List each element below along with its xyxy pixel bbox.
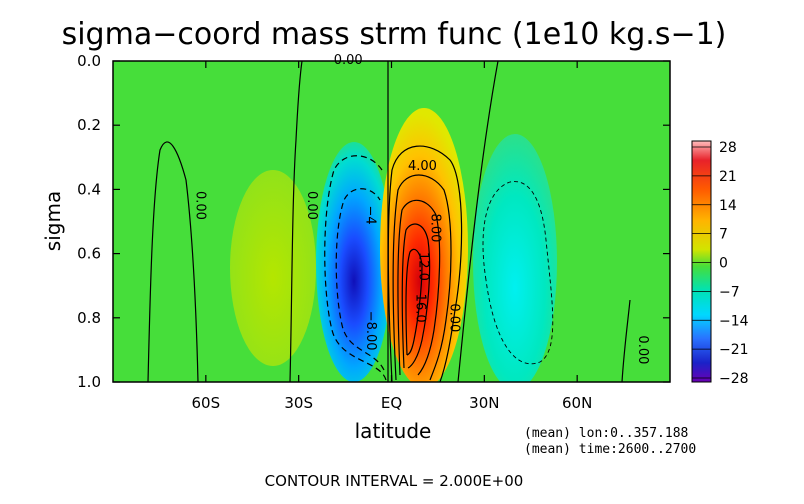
positive-contour-16 xyxy=(401,223,431,369)
contour-label: 12.0 xyxy=(415,252,430,281)
colorbar-tick-label: −14 xyxy=(719,313,749,329)
colorbar-tick-label: −28 xyxy=(719,371,749,387)
y-axis: 0.0 0.2 0.4 0.6 0.8 1.0 xyxy=(77,52,670,391)
contour-lines xyxy=(147,61,631,382)
colorbar-ticks: 28 21 14 7 0 −7 −14 −21 −28 xyxy=(692,140,749,387)
contour-label: −4 xyxy=(363,205,378,224)
x-tick-label: 30S xyxy=(284,394,313,412)
colorbar-tick-label: −7 xyxy=(719,284,740,300)
positive-contour-20 xyxy=(405,248,423,356)
colorbar-tick-label: 0 xyxy=(719,256,728,272)
contour-label: 0.00 xyxy=(193,191,208,220)
chart-title: sigma−coord mass strm func (1e10 kg.s−1) xyxy=(62,17,727,52)
zero-contour-midsouth xyxy=(289,61,303,382)
x-tick-label: 60S xyxy=(192,394,221,412)
contour-label: −8.00 xyxy=(363,311,378,351)
positive-contour-4 xyxy=(387,145,463,382)
contour-interval-footer: CONTOUR INTERVAL = 2.000E+00 xyxy=(265,472,524,490)
positive-contour-12 xyxy=(397,199,441,376)
annotations: (mean) lon:0..357.188(mean) time:2600..2… xyxy=(524,426,696,457)
northern-negative-cell xyxy=(473,134,557,382)
y-tick-label: 0.0 xyxy=(77,52,101,70)
negative-contour-8 xyxy=(335,188,385,371)
y-tick-label: 0.8 xyxy=(77,309,101,327)
contour-label: 0.00 xyxy=(304,191,319,220)
x-axis: 60S 30S EQ 30N 60N xyxy=(192,61,592,412)
y-axis-label: sigma xyxy=(41,191,65,251)
positive-contour-8 xyxy=(392,174,452,381)
annotation-line: (mean) lon:0..357.188 xyxy=(524,426,688,441)
y-tick-label: 0.6 xyxy=(77,245,101,263)
colorbar-tick-label: 14 xyxy=(719,198,737,214)
y-tick-label: 0.2 xyxy=(77,116,101,134)
southern-weak-cell xyxy=(230,170,316,366)
contour-label: 8.00 xyxy=(428,213,443,242)
y-tick-label: 0.4 xyxy=(77,180,101,198)
x-tick-label: 60N xyxy=(562,394,592,412)
negative-contour-nh xyxy=(482,181,554,365)
annotation-line: (mean) time:2600..2700 xyxy=(524,442,696,457)
colorbar-tick-label: 21 xyxy=(719,169,737,185)
x-tick-label: 30N xyxy=(469,394,499,412)
filled-contours xyxy=(230,108,557,382)
contour-label: 4.00 xyxy=(408,159,437,174)
contour-label: 0.00 xyxy=(446,303,461,332)
southern-hadley-cell xyxy=(316,142,392,382)
negative-contour-4 xyxy=(324,155,387,381)
zero-contour-north xyxy=(457,61,499,382)
zero-contour-southern xyxy=(147,141,199,382)
colorbar-tick-label: 28 xyxy=(719,140,737,156)
contour-label: 16.0 xyxy=(412,294,427,323)
zero-contour-polar xyxy=(621,299,631,382)
colorbar-tick-label: 7 xyxy=(719,227,728,243)
contour-label: 0.00 xyxy=(635,335,650,364)
x-tick-label: EQ xyxy=(381,394,402,412)
y-tick-label: 1.0 xyxy=(77,373,101,391)
x-axis-label: latitude xyxy=(355,419,432,443)
colorbar-tick-label: −21 xyxy=(719,342,749,358)
colorbar xyxy=(691,140,712,383)
